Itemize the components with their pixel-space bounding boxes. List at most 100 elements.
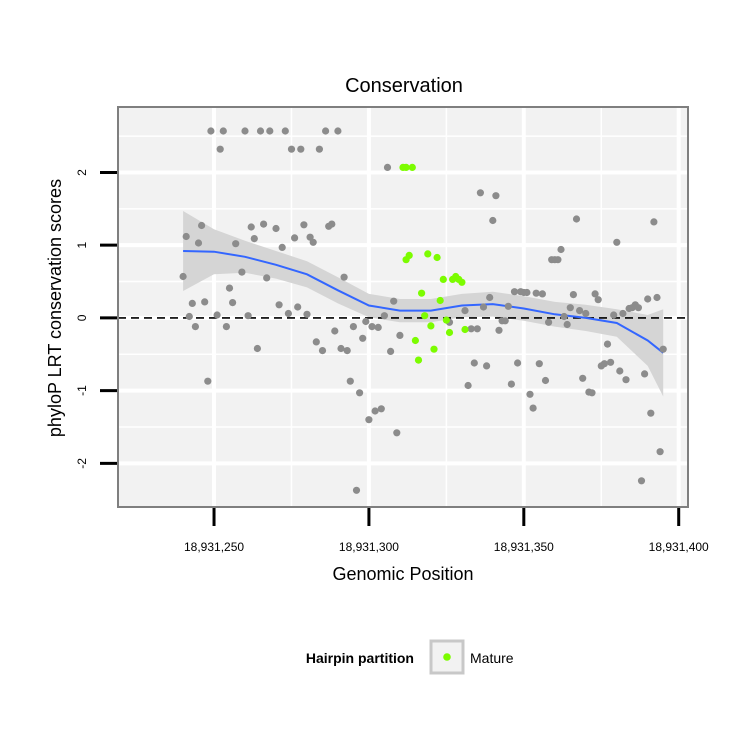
data-point xyxy=(256,127,265,135)
data-point xyxy=(219,127,227,135)
data-point xyxy=(476,189,484,197)
data-point xyxy=(275,301,283,309)
data-point xyxy=(566,304,574,312)
data-point xyxy=(560,312,568,321)
data-point xyxy=(538,290,547,298)
data-point xyxy=(322,127,330,135)
data-point xyxy=(619,309,627,318)
series-mature xyxy=(399,163,469,364)
data-point xyxy=(554,256,562,264)
data-point xyxy=(492,192,500,200)
data-point xyxy=(365,416,373,424)
data-point xyxy=(613,238,621,246)
data-point xyxy=(467,325,475,333)
data-point xyxy=(213,311,221,319)
y-tick-label: -2 xyxy=(75,458,89,469)
data-point xyxy=(291,234,299,242)
data-point xyxy=(287,145,296,153)
chart-title: Conservation xyxy=(345,75,463,97)
data-point xyxy=(390,297,398,305)
data-point xyxy=(377,405,385,413)
data-point xyxy=(486,293,494,302)
data-point xyxy=(641,370,649,378)
y-tick-label: -1 xyxy=(75,385,89,396)
data-point xyxy=(201,298,209,306)
data-point xyxy=(266,127,274,135)
data-point xyxy=(244,312,252,320)
data-point xyxy=(591,290,599,298)
data-point xyxy=(470,359,478,367)
data-point xyxy=(297,145,305,153)
mature-point xyxy=(430,345,438,353)
data-point xyxy=(501,317,509,325)
mature-point xyxy=(439,275,447,283)
data-point xyxy=(179,272,187,281)
data-point xyxy=(309,238,317,246)
y-axis-title: phyloP LRT conservation scores xyxy=(45,179,65,437)
mature-point xyxy=(408,163,416,171)
legend-label-mature: Mature xyxy=(470,650,514,666)
data-point xyxy=(526,390,534,398)
data-point xyxy=(229,299,237,307)
data-point xyxy=(464,381,472,390)
data-point xyxy=(495,326,503,334)
data-point xyxy=(510,288,519,296)
x-tick-label: 18,931,350 xyxy=(494,540,554,554)
data-point xyxy=(225,284,234,292)
data-point xyxy=(504,302,512,310)
data-point xyxy=(380,312,388,320)
data-point xyxy=(600,360,609,368)
data-point xyxy=(253,344,261,353)
series-other xyxy=(179,127,667,494)
data-point xyxy=(272,224,280,233)
data-point xyxy=(541,376,550,385)
mature-point xyxy=(436,296,444,305)
x-axis-title: Genomic Position xyxy=(332,564,473,584)
mature-point xyxy=(427,322,435,330)
data-point xyxy=(204,377,212,385)
data-point xyxy=(371,407,379,415)
data-point xyxy=(278,243,286,251)
data-point xyxy=(315,145,323,153)
data-point xyxy=(300,221,308,229)
data-point xyxy=(232,240,240,248)
mature-point xyxy=(461,325,469,334)
data-point xyxy=(303,310,311,318)
data-point xyxy=(603,340,612,348)
data-point xyxy=(659,345,667,353)
data-point xyxy=(294,303,302,311)
data-point xyxy=(387,347,395,355)
data-point xyxy=(563,320,571,329)
data-point xyxy=(207,127,215,135)
data-point xyxy=(616,367,624,375)
data-point xyxy=(281,127,289,135)
data-point xyxy=(634,304,643,312)
data-point xyxy=(507,380,515,388)
legend-title: Hairpin partition xyxy=(306,650,414,666)
data-point xyxy=(650,218,658,226)
data-point xyxy=(383,163,392,171)
data-point xyxy=(529,404,537,412)
mature-point xyxy=(445,328,454,337)
data-point xyxy=(247,223,255,231)
x-tick-label: 18,931,400 xyxy=(649,540,709,554)
data-point xyxy=(263,274,271,282)
panel-border xyxy=(117,106,689,508)
mature-point xyxy=(411,336,419,345)
data-point xyxy=(238,268,246,276)
legend-key-mature-dot xyxy=(443,653,451,661)
data-point xyxy=(331,327,339,335)
data-point xyxy=(607,358,615,366)
data-point xyxy=(656,448,664,456)
mature-point xyxy=(421,312,429,320)
data-point xyxy=(473,325,481,333)
legend: Hairpin partition Mature xyxy=(306,639,514,675)
data-point xyxy=(644,295,652,303)
data-point xyxy=(185,312,193,321)
data-point xyxy=(222,323,230,331)
data-point xyxy=(198,221,206,230)
y-tick-label: 1 xyxy=(75,242,89,249)
data-point xyxy=(340,273,348,281)
data-point xyxy=(393,429,401,437)
